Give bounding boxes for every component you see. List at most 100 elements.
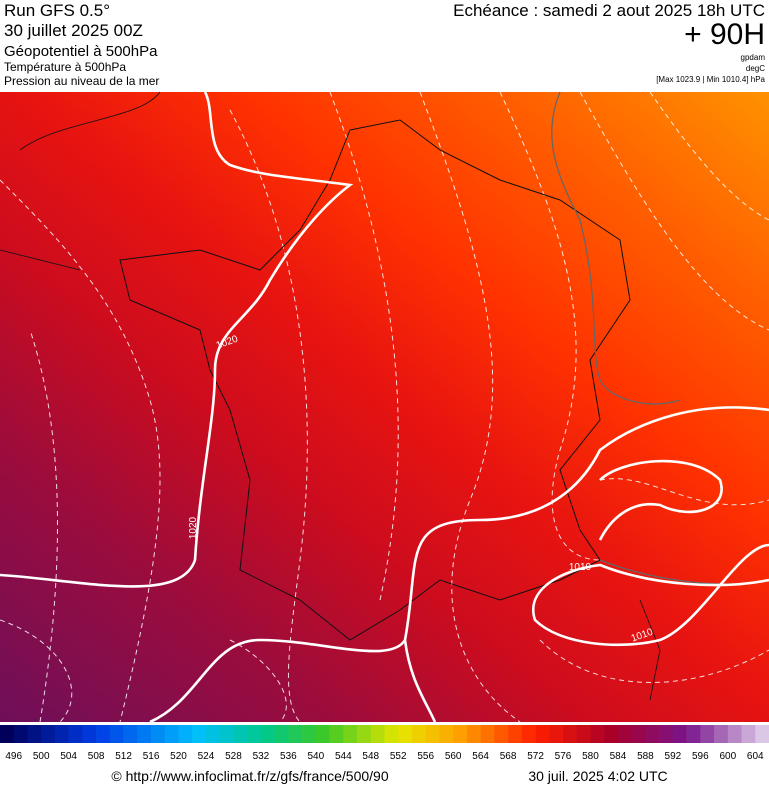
colorbar-label: 588 [637, 751, 654, 762]
colorbar-cell [260, 725, 275, 743]
colorbar-cell [535, 725, 550, 743]
colorbar-label: 516 [143, 751, 160, 762]
colorbar-cell [54, 725, 69, 743]
colorbar-cell [590, 725, 605, 743]
colorbar-cell [315, 725, 330, 743]
colorbar-cell [109, 725, 124, 743]
colorbar-cell [645, 725, 660, 743]
colorbar-cell [205, 725, 221, 743]
colorbar-cell [41, 725, 56, 743]
colorbar-cell [549, 725, 564, 743]
isotherms [0, 91, 769, 723]
echeance: Echéance : samedi 2 aout 2025 18h UTC [453, 1, 765, 20]
colorbar-cell [425, 725, 440, 743]
colorbar-cell [411, 725, 426, 743]
colorbar-label: 596 [692, 751, 709, 762]
colorbar-label: 532 [253, 751, 270, 762]
colorbar-label: 548 [362, 751, 379, 762]
colorbar-label: 580 [582, 751, 599, 762]
colorbar-label: 500 [33, 751, 50, 762]
colorbar-cell [27, 725, 42, 743]
colorbar-cell [96, 725, 111, 743]
map: 1020 1020 1010 1010 [0, 91, 769, 724]
run-title: Run GFS 0.5° [4, 1, 110, 20]
colorbar-cell [604, 725, 619, 743]
colorbar-cell [439, 725, 454, 743]
colorbar-cell [576, 725, 591, 743]
colorbar-cell [357, 725, 372, 743]
colorbar-cell [370, 725, 385, 743]
colorbar-label: 496 [5, 751, 22, 762]
colorbar-label: 604 [747, 751, 764, 762]
colorbar-label: 560 [445, 751, 462, 762]
colorbar-label: 524 [198, 751, 215, 762]
colorbar-cell [68, 725, 83, 743]
contour-label: 1020 [188, 516, 199, 539]
colorbar-cell [82, 725, 97, 743]
colorbar-cell [494, 725, 509, 743]
colorbar-cell [672, 725, 687, 743]
colorbar-cell [700, 725, 715, 743]
colorbar-cell [123, 725, 138, 743]
colorbar-cell [466, 725, 481, 743]
colorbar-label: 564 [472, 751, 489, 762]
colorbar-cell [563, 725, 578, 743]
colorbar-cell [631, 725, 646, 743]
colorbar-cell [247, 725, 262, 743]
range: [Max 1023.9 | Min 1010.4] hPa [656, 75, 765, 84]
colorbar-label: 600 [719, 751, 736, 762]
contour-label: 1010 [569, 562, 592, 573]
colorbar-label: 508 [88, 751, 105, 762]
colorbar-label: 536 [280, 751, 297, 762]
colorbar-cell [343, 725, 358, 743]
colorbar-label: 544 [335, 751, 352, 762]
colorbar-label: 540 [307, 751, 324, 762]
colorbar-cell [178, 725, 193, 743]
colorbar-cell [329, 725, 344, 743]
isobars [0, 91, 769, 724]
unit: gpdam [741, 53, 766, 62]
timestamp: 30 juil. 2025 4:02 UTC [528, 768, 667, 784]
colorbar-label: 568 [500, 751, 517, 762]
colorbar-cell [13, 725, 28, 743]
colorbar-cell [274, 725, 289, 743]
colorbar-cell [617, 725, 632, 743]
colorbar-cell [302, 725, 317, 743]
colorbar-cell [0, 725, 15, 743]
colorbar-label: 520 [170, 751, 187, 762]
colorbar-label: 504 [60, 751, 77, 762]
colorbar-cell [192, 725, 207, 743]
field-shading [0, 92, 769, 722]
unit: degC [746, 64, 765, 73]
colorbar-label: 572 [527, 751, 544, 762]
colorbar-label: 552 [390, 751, 407, 762]
colorbar-cell [521, 725, 536, 743]
colorbar-label: 592 [665, 751, 682, 762]
colorbar-cell [398, 725, 413, 743]
run-date: 30 juillet 2025 00Z [4, 21, 143, 40]
colorbar-cell [151, 725, 166, 743]
colorbar-cell [288, 725, 303, 743]
colorbar-cell [659, 725, 674, 743]
coastline [0, 91, 661, 701]
colorbar-cell [384, 725, 399, 743]
lead-time: + 90H [684, 18, 765, 51]
colorbar-label: 584 [610, 751, 627, 762]
colorbar-cell [755, 725, 769, 743]
colorbar-label: 528 [225, 751, 242, 762]
colorbar-cell [164, 725, 179, 743]
colorbar-cell [137, 725, 152, 743]
colorbar-cell [714, 725, 729, 743]
source: © http://www.infoclimat.fr/z/gfs/france/… [111, 768, 388, 784]
colorbar-cell [453, 725, 468, 743]
colorbar-cell [741, 725, 756, 743]
colorbar-label: 556 [417, 751, 434, 762]
colorbar-cell [727, 725, 742, 743]
colorbar-cell [233, 725, 248, 743]
colorbar-cell [219, 725, 234, 743]
colorbar-label: 512 [115, 751, 132, 762]
colorbar-cell [508, 725, 523, 743]
colorbar-label: 576 [555, 751, 572, 762]
france-outline [119, 119, 631, 641]
